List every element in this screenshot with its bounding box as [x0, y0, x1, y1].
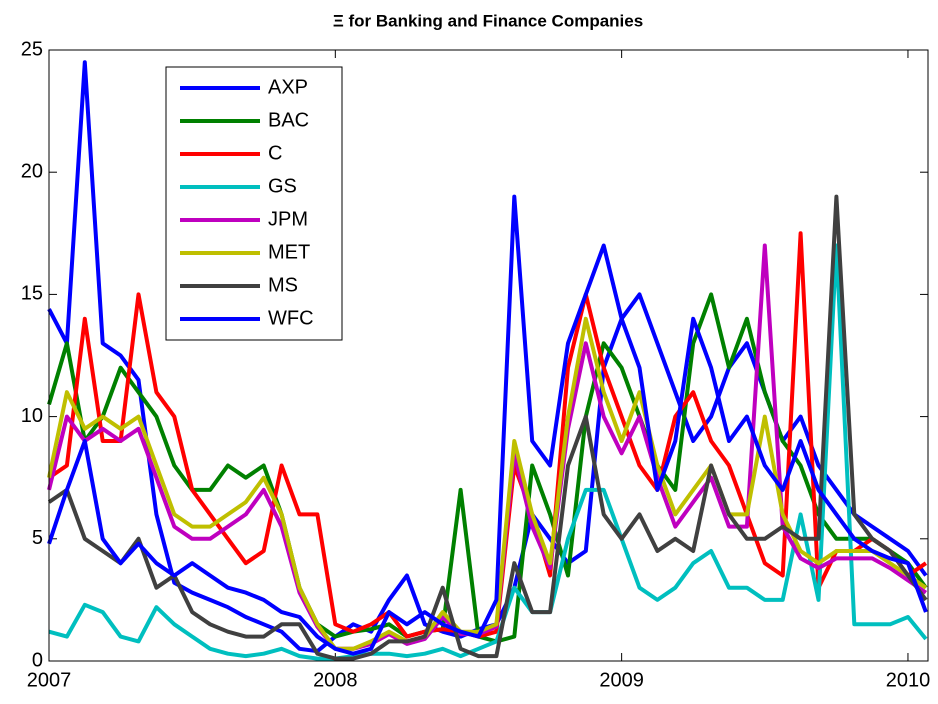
series-line [47, 316, 928, 651]
chart-title: Ξ for Banking and Finance Companies [333, 11, 643, 30]
legend-label: WFC [268, 307, 314, 329]
series-line [47, 194, 928, 661]
y-tick-label: 10 [21, 405, 43, 427]
legend-label: C [268, 142, 282, 164]
x-tick-label: 2009 [599, 669, 644, 691]
series-line [47, 292, 928, 644]
legend-label: JPM [268, 208, 308, 230]
series-line [47, 243, 928, 651]
y-tick-label: 20 [21, 160, 43, 182]
y-tick-label: 25 [21, 38, 43, 60]
legend-box [165, 66, 343, 341]
y-tick-label: 0 [32, 649, 43, 671]
series-line [47, 231, 928, 639]
legend-label: MET [268, 241, 310, 263]
legend-label: MS [268, 274, 298, 296]
x-tick-label: 2008 [313, 669, 358, 691]
plot-frame [48, 49, 929, 662]
legend-label: BAC [268, 109, 309, 131]
legend-label: GS [268, 175, 297, 197]
y-tick-label: 15 [21, 283, 43, 305]
legend-label: AXP [268, 76, 308, 98]
series-line [47, 194, 928, 656]
y-tick-label: 5 [32, 527, 43, 549]
x-tick-label: 2010 [886, 669, 931, 691]
x-tick-label: 2007 [27, 669, 72, 691]
series-line [48, 243, 928, 661]
